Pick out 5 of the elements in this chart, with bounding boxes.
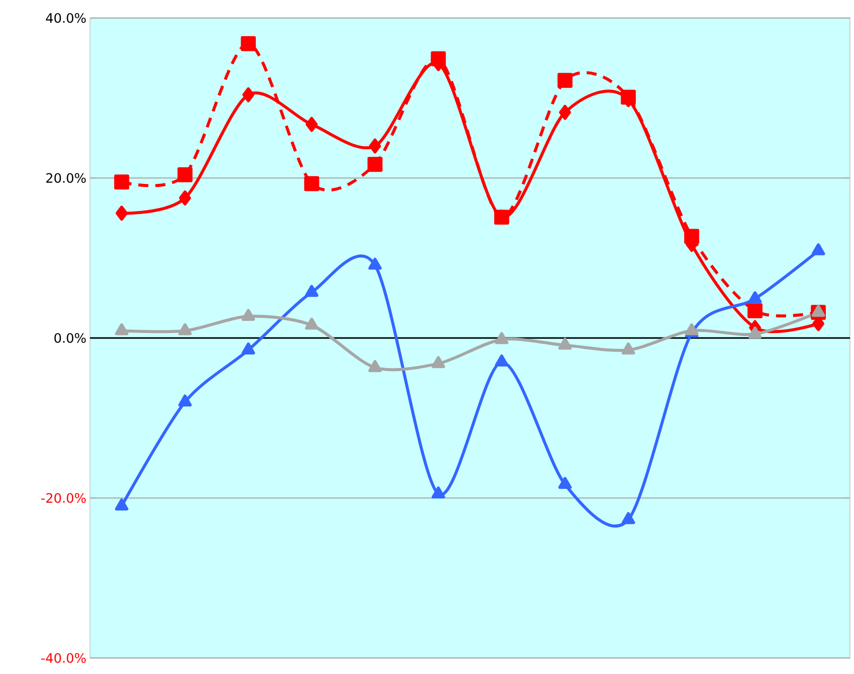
y-tick-label: -20.0% bbox=[41, 493, 86, 503]
y-tick-label: 20.0% bbox=[46, 173, 86, 183]
y-tick-label: -40.0% bbox=[41, 653, 86, 663]
y-tick-label: 40.0% bbox=[46, 13, 86, 23]
y-tick-label: 0.0% bbox=[54, 333, 86, 343]
